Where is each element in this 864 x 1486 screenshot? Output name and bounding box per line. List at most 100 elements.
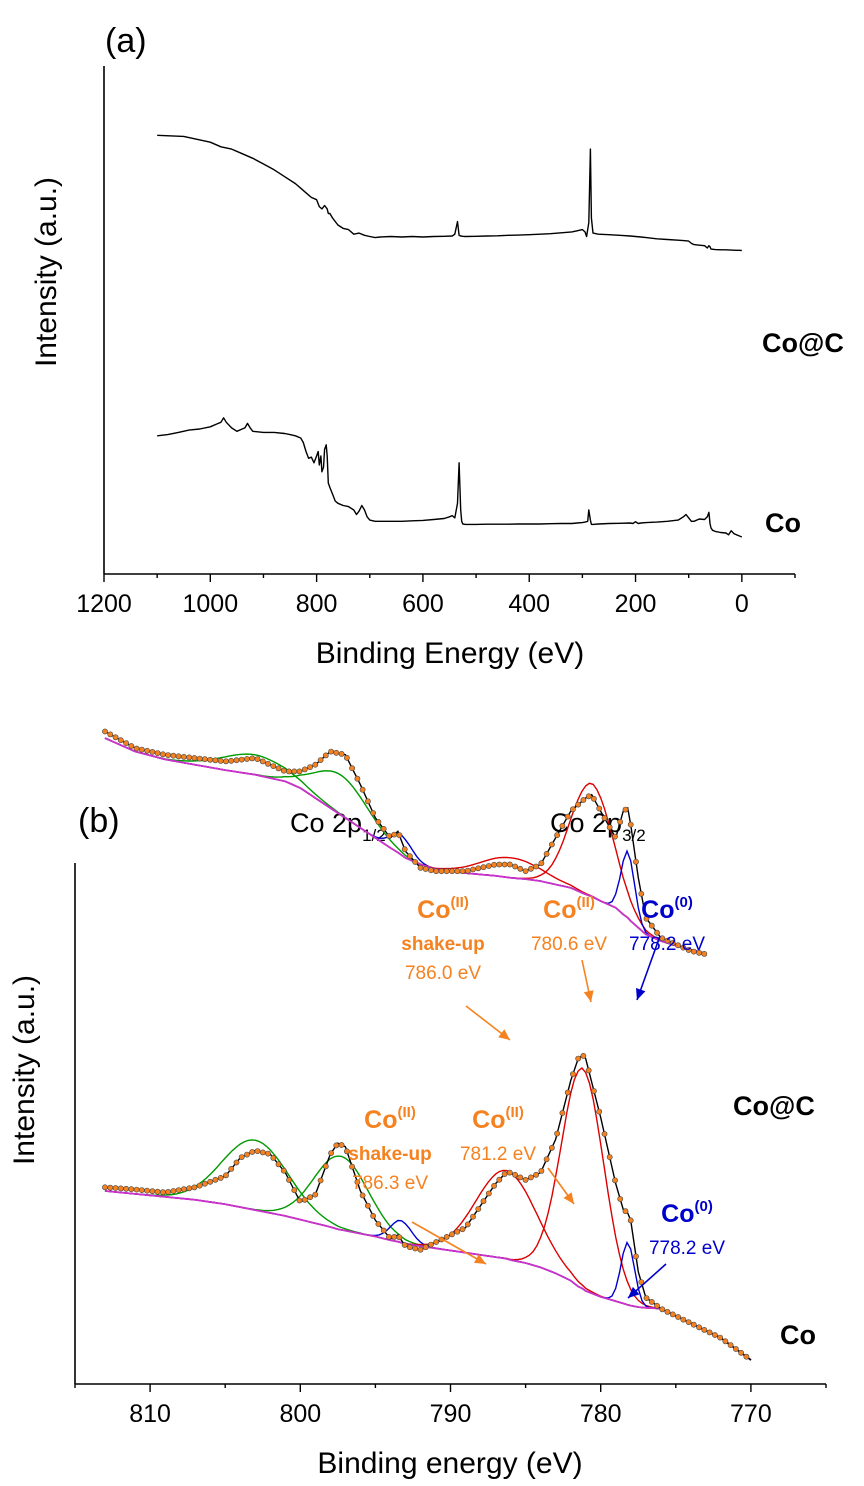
- peak-species-name: Co: [417, 896, 450, 924]
- data-point-co-at-c: [154, 750, 161, 756]
- peak-oxidation: (II): [398, 1104, 416, 1121]
- data-point-co-at-c: [212, 757, 219, 764]
- data-point-co-at-c: [654, 929, 660, 936]
- data-point-co: [223, 1172, 229, 1179]
- data-point-co: [459, 1226, 466, 1233]
- data-point-co: [485, 1190, 492, 1197]
- data-point-co-at-c: [475, 865, 482, 872]
- peak-subtitle: shake-up: [348, 1144, 431, 1165]
- peak-arrow: [411, 1221, 487, 1265]
- data-point-co: [191, 1184, 198, 1191]
- data-point-co-at-c: [223, 758, 229, 765]
- peak-arrowhead: [474, 1254, 486, 1264]
- data-point-co: [612, 1177, 618, 1184]
- data-point-co: [591, 1088, 597, 1094]
- data-point-co-at-c: [554, 832, 560, 839]
- peak-annotation: Co(0) 778.2 eV: [627, 1198, 725, 1299]
- data-point-co-at-c: [138, 746, 145, 753]
- data-point-co-at-c: [543, 851, 550, 857]
- data-point-co-at-c: [422, 866, 429, 872]
- data-point-co: [506, 1169, 513, 1176]
- data-point-co: [280, 1167, 287, 1174]
- data-point-co: [522, 1177, 529, 1183]
- data-point-co-at-c: [585, 793, 592, 800]
- survey-line-co-at-c: [157, 134, 742, 252]
- peak-annotation: Co(II) 781.2 eV: [460, 1104, 575, 1205]
- data-point-co: [107, 1184, 114, 1191]
- data-point-co-at-c: [312, 761, 319, 768]
- data-point-co: [333, 1142, 340, 1149]
- data-point-co: [433, 1239, 440, 1245]
- data-point-co-at-c: [180, 754, 187, 760]
- data-point-co-at-c: [286, 768, 292, 775]
- data-point-co: [380, 1227, 387, 1234]
- peak-species-name: Co: [543, 896, 576, 924]
- data-point-co: [270, 1155, 277, 1161]
- peak-subtitle: shake-up: [401, 934, 484, 955]
- data-point-co: [296, 1197, 303, 1204]
- data-point-co: [128, 1186, 135, 1193]
- data-point-co-at-c: [307, 764, 313, 770]
- data-point-co: [149, 1188, 156, 1195]
- data-point-co-at-c: [454, 868, 461, 875]
- data-point-co-at-c: [165, 752, 171, 758]
- data-point-co-at-c: [549, 841, 555, 848]
- data-point-co: [259, 1149, 266, 1156]
- x-tick-label: 770: [730, 1400, 772, 1428]
- data-point-co-at-c: [280, 767, 287, 774]
- satellite-component-2p1-main-co-at-c: [104, 737, 706, 955]
- data-point-co-at-c: [575, 801, 582, 808]
- data-point-co-at-c: [501, 861, 508, 868]
- data-point-co: [112, 1185, 119, 1191]
- data-point-co: [286, 1177, 292, 1183]
- data-point-co-at-c: [428, 867, 434, 874]
- data-point-co: [133, 1186, 140, 1193]
- peak-oxidation: (0): [674, 894, 692, 911]
- data-point-co: [328, 1150, 334, 1156]
- data-point-co-at-c: [259, 758, 266, 765]
- data-point-co: [570, 1071, 576, 1077]
- data-point-co: [680, 1316, 687, 1323]
- data-point-co-at-c: [480, 864, 487, 871]
- background-line-co: [104, 1190, 752, 1361]
- co2-satellite-component-co-at-c: [104, 737, 706, 955]
- peak-energy: 778.2 eV: [629, 934, 705, 955]
- data-point-co: [733, 1346, 739, 1352]
- data-point-co: [575, 1055, 582, 1062]
- peak-species: Co(II): [543, 894, 595, 924]
- data-point-co-at-c: [669, 940, 676, 946]
- background-line-co-at-c: [104, 737, 707, 955]
- data-point-co: [428, 1241, 434, 1248]
- peak-species: Co(0): [661, 1198, 713, 1228]
- data-point-co: [464, 1221, 471, 1228]
- data-point-co-at-c: [522, 868, 529, 874]
- data-point-co: [401, 1242, 408, 1248]
- data-point-co-at-c: [401, 846, 408, 853]
- peak-species: Co(0): [641, 894, 693, 924]
- data-point-co-at-c: [601, 815, 608, 821]
- data-point-co: [501, 1171, 508, 1177]
- data-point-co: [533, 1171, 539, 1178]
- data-point-co: [385, 1234, 392, 1240]
- data-point-co: [717, 1334, 723, 1341]
- data-point-co: [549, 1144, 555, 1151]
- data-point-co-at-c: [186, 754, 193, 761]
- peak-oxidation: (II): [506, 1104, 524, 1121]
- data-point-co: [165, 1189, 171, 1195]
- data-point-co: [559, 1110, 566, 1116]
- data-point-co-at-c: [333, 749, 340, 756]
- data-point-co: [685, 1319, 692, 1325]
- peak-species-name: Co: [364, 1106, 397, 1134]
- data-point-co-at-c: [196, 755, 203, 762]
- data-point-co: [354, 1179, 361, 1185]
- data-point-co-at-c: [159, 751, 166, 758]
- data-point-co: [622, 1208, 629, 1215]
- data-point-co-at-c: [464, 867, 471, 874]
- data-point-co-at-c: [385, 833, 392, 839]
- data-point-co-at-c: [144, 747, 150, 754]
- data-point-co: [154, 1188, 161, 1195]
- data-point-co: [238, 1154, 245, 1160]
- x-tick-label: 1200: [76, 590, 132, 618]
- data-point-co: [470, 1213, 476, 1220]
